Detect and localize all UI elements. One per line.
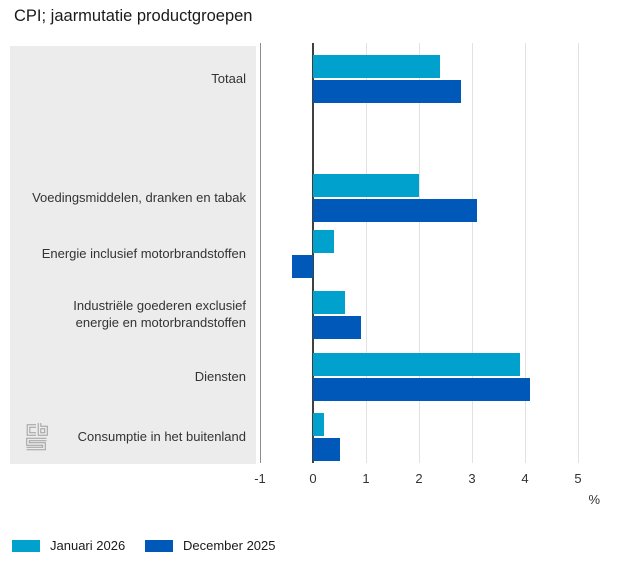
category-panel bbox=[10, 46, 256, 464]
gridline bbox=[418, 43, 420, 463]
bar-series2-cat3 bbox=[291, 255, 313, 278]
category-label: Industriële goederen exclusief energie e… bbox=[73, 298, 246, 330]
legend-item-december-2025[interactable]: December 2025 bbox=[145, 538, 276, 553]
bar-series2-cat6 bbox=[313, 438, 340, 461]
x-tick-label: 5 bbox=[574, 471, 582, 486]
legend-label-januari-2026: Januari 2026 bbox=[50, 538, 126, 553]
category-label: Voedingsmiddelen, dranken en tabak bbox=[32, 189, 246, 205]
axis-unit-label: % bbox=[588, 492, 600, 507]
x-tick-label: 4 bbox=[521, 471, 529, 486]
bar-series1-cat5 bbox=[313, 353, 520, 376]
legend: Januari 2026 December 2025 bbox=[0, 538, 626, 562]
gridline bbox=[259, 43, 261, 463]
bar-series1-cat1 bbox=[313, 55, 441, 78]
cbs-logo bbox=[26, 423, 48, 451]
legend-item-januari-2026[interactable]: Januari 2026 bbox=[12, 538, 125, 553]
bar-series2-cat4 bbox=[313, 316, 361, 339]
bar-series2-cat2 bbox=[313, 199, 478, 222]
x-tick-label: 0 bbox=[309, 471, 317, 486]
bar-series1-cat3 bbox=[313, 230, 335, 253]
category-label: Consumptie in het buitenland bbox=[77, 428, 246, 444]
gridline bbox=[524, 43, 526, 463]
legend-swatch-januari-2026 bbox=[12, 539, 40, 552]
x-tick-label: 3 bbox=[468, 471, 476, 486]
bar-series2-cat5 bbox=[313, 378, 531, 401]
category-label: Energie inclusief motorbrandstoffen bbox=[41, 245, 246, 261]
gridline bbox=[471, 43, 473, 463]
legend-label-december-2025: December 2025 bbox=[183, 538, 276, 553]
bar-series2-cat1 bbox=[313, 80, 462, 103]
category-label: Diensten bbox=[194, 368, 246, 384]
x-tick-label: 2 bbox=[415, 471, 423, 486]
x-tick-label: -1 bbox=[254, 471, 266, 486]
gridline bbox=[365, 43, 367, 463]
plot-area bbox=[259, 43, 606, 463]
bar-series1-cat4 bbox=[313, 291, 345, 314]
category-label: Totaal bbox=[211, 70, 246, 86]
bar-series1-cat6 bbox=[313, 413, 324, 436]
chart-title: CPI; jaarmutatie productgroepen bbox=[14, 7, 253, 25]
chart-area: % Totaal Voedingsmiddelen, dranken en tab… bbox=[10, 43, 606, 507]
legend-swatch-december-2025 bbox=[145, 539, 173, 552]
x-tick-label: 1 bbox=[362, 471, 370, 486]
zero-line bbox=[312, 43, 314, 463]
bar-series1-cat2 bbox=[313, 174, 419, 197]
gridline bbox=[577, 43, 579, 463]
